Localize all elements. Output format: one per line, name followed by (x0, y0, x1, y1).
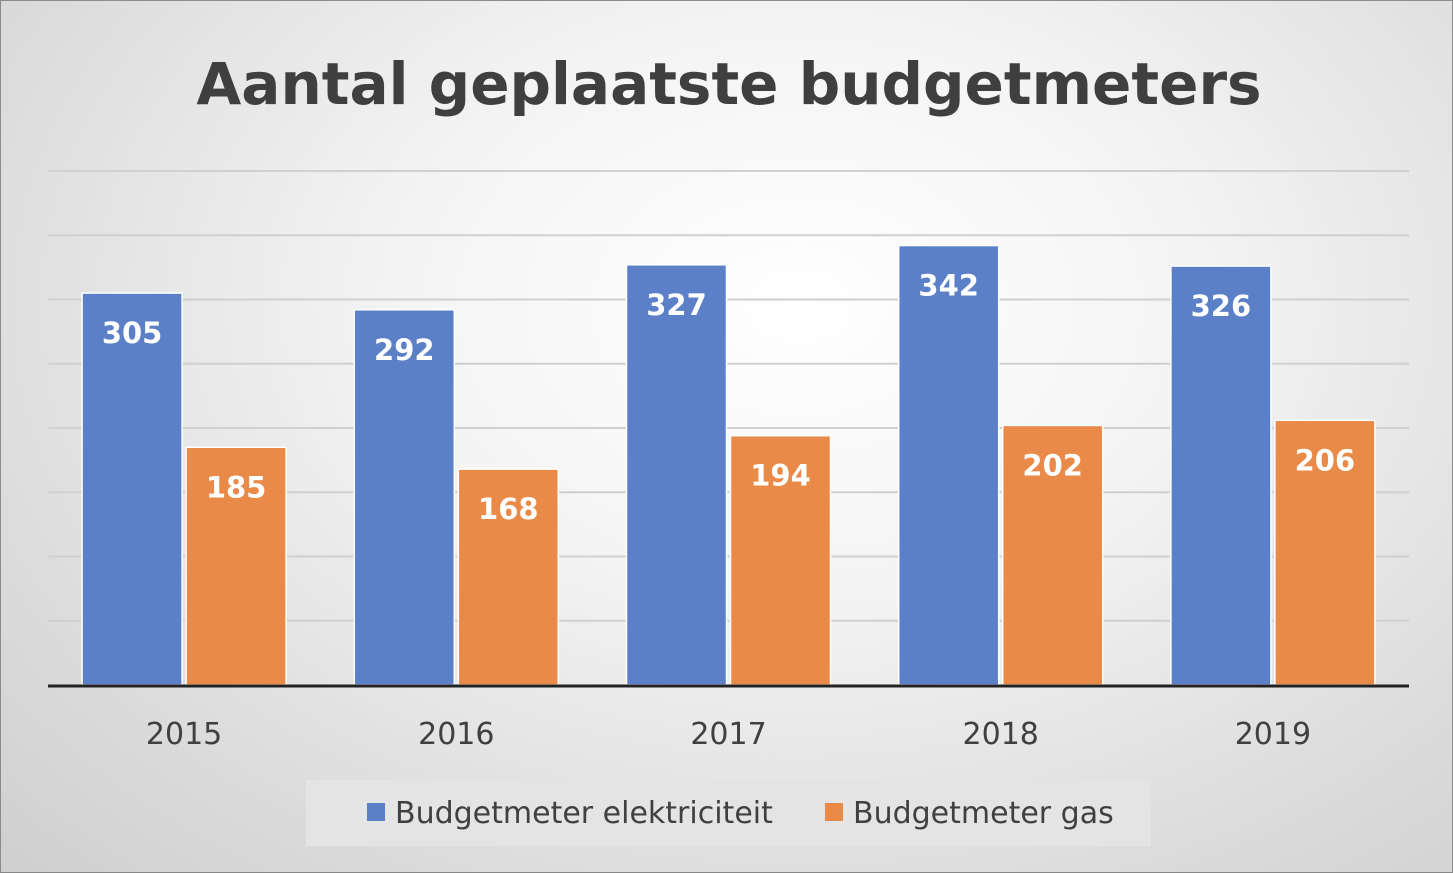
bar-elektriciteit-2015 (81, 292, 183, 686)
x-tick-label-2017: 2017 (690, 717, 766, 752)
bar-gas-2015 (185, 446, 287, 686)
x-tick-label-2019: 2019 (1235, 717, 1311, 752)
legend-swatch-gas (825, 803, 843, 821)
data-label-elektriciteit-2015: 305 (102, 316, 163, 350)
data-label-gas-2016: 168 (478, 492, 539, 526)
x-tick-label-2018: 2018 (963, 717, 1039, 752)
bar-gas-2017 (729, 434, 832, 686)
bar-elektriciteit-2018 (897, 244, 1000, 686)
data-label-gas-2019: 206 (1295, 443, 1356, 477)
x-tick-labels: 2015 2016 2017 2018 2019 (146, 717, 1311, 752)
data-label-gas-2018: 202 (1022, 448, 1083, 482)
bar-elektriciteit-2017 (625, 264, 728, 686)
data-label-gas-2017: 194 (750, 459, 811, 493)
data-label-elektriciteit-2016: 292 (374, 333, 435, 367)
data-labels: 305 185 292 168 327 194 342 202 326 206 (102, 269, 1355, 527)
x-tick-label-2015: 2015 (146, 717, 222, 752)
data-label-elektriciteit-2019: 326 (1191, 289, 1252, 323)
chart-title: Aantal geplaatste budgetmeters (196, 50, 1261, 118)
legend-label-elektriciteit: Budgetmeter elektriciteit (395, 796, 773, 831)
x-tick-label-2016: 2016 (418, 717, 494, 752)
bar-gas-2019 (1274, 419, 1376, 686)
bar-gas-2018 (1001, 424, 1104, 686)
legend-swatch-elektriciteit (367, 803, 385, 821)
data-label-elektriciteit-2017: 327 (646, 288, 707, 322)
legend: Budgetmeter elektriciteit Budgetmeter ga… (306, 780, 1151, 846)
bar-elektriciteit-2019 (1170, 265, 1272, 686)
legend-label-gas: Budgetmeter gas (853, 796, 1114, 831)
data-label-gas-2015: 185 (206, 470, 267, 504)
bars (81, 244, 1376, 686)
bar-gas-2016 (457, 468, 560, 686)
legend-background (306, 780, 1151, 846)
data-label-elektriciteit-2018: 342 (918, 269, 979, 303)
bar-elektriciteit-2016 (353, 309, 456, 686)
